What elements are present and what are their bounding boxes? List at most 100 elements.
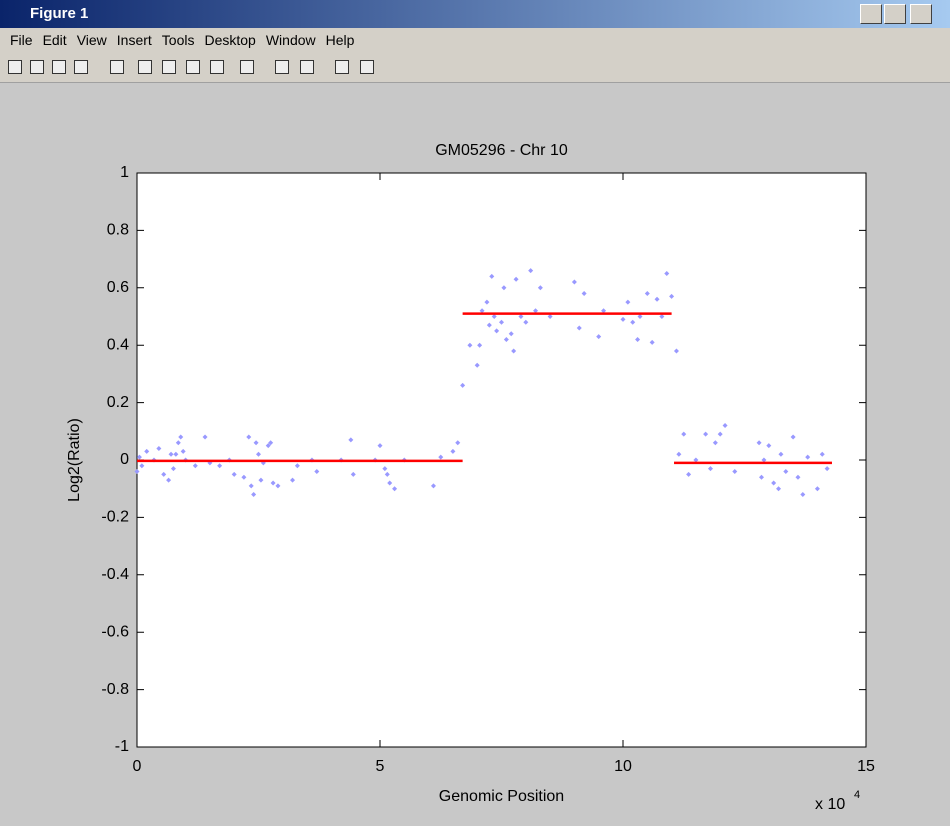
data-point bbox=[693, 457, 699, 463]
y-axis-label: Log2(Ratio) bbox=[66, 418, 83, 502]
data-point bbox=[258, 477, 264, 483]
menu-item[interactable]: File bbox=[10, 32, 33, 48]
data-point bbox=[450, 448, 456, 454]
tool-button[interactable] bbox=[110, 60, 124, 74]
data-point bbox=[168, 451, 174, 457]
data-point bbox=[180, 448, 186, 454]
menu-item[interactable]: Window bbox=[265, 32, 316, 48]
menu-item[interactable]: View bbox=[76, 32, 107, 48]
data-point bbox=[350, 471, 356, 477]
data-point bbox=[712, 440, 718, 446]
data-point bbox=[649, 339, 655, 345]
data-point bbox=[217, 463, 223, 469]
data-point bbox=[673, 348, 679, 354]
menu-item[interactable]: Tools bbox=[161, 32, 195, 48]
data-point bbox=[438, 454, 444, 460]
y-tick-label: -1 bbox=[115, 738, 129, 755]
data-point bbox=[703, 431, 709, 437]
data-point bbox=[761, 457, 767, 463]
x-multiplier: x 10 bbox=[815, 796, 845, 813]
menu-item[interactable]: Insert bbox=[116, 32, 152, 48]
tool-button[interactable] bbox=[360, 60, 374, 74]
data-point bbox=[814, 486, 820, 492]
close-button[interactable] bbox=[910, 4, 932, 24]
x-multiplier-exponent: 4 bbox=[854, 789, 860, 801]
data-point bbox=[387, 480, 393, 486]
maximize-button[interactable] bbox=[884, 4, 906, 24]
y-tick-label: 0 bbox=[120, 451, 129, 468]
data-point bbox=[175, 440, 181, 446]
minimize-button[interactable] bbox=[860, 4, 882, 24]
data-point bbox=[625, 299, 631, 305]
tool-button[interactable] bbox=[275, 60, 289, 74]
tool-button[interactable] bbox=[52, 60, 66, 74]
data-point bbox=[134, 468, 140, 474]
data-point bbox=[776, 486, 782, 492]
x-tick-label: 10 bbox=[614, 758, 632, 775]
data-point bbox=[268, 440, 274, 446]
data-point bbox=[202, 434, 208, 440]
data-point bbox=[766, 443, 772, 449]
data-point bbox=[620, 316, 626, 322]
data-point bbox=[664, 270, 670, 276]
data-point bbox=[170, 466, 176, 472]
data-point bbox=[635, 336, 641, 342]
data-point bbox=[508, 331, 514, 337]
data-point bbox=[377, 443, 383, 449]
data-point bbox=[494, 328, 500, 334]
data-point bbox=[518, 314, 524, 319]
x-axis-label: Genomic Position bbox=[439, 788, 564, 805]
data-point bbox=[630, 319, 636, 325]
tool-button[interactable] bbox=[162, 60, 176, 74]
menu-bar: File Edit View Insert Tools Desktop Window Help bbox=[0, 28, 950, 52]
x-tick-label: 0 bbox=[133, 758, 142, 775]
y-tick-label: -0.6 bbox=[101, 623, 129, 640]
data-point bbox=[430, 483, 436, 489]
data-point bbox=[513, 276, 519, 282]
tool-button[interactable] bbox=[30, 60, 44, 74]
data-point bbox=[484, 299, 490, 305]
data-point bbox=[270, 480, 276, 486]
menu-item[interactable]: Edit bbox=[42, 32, 67, 48]
data-point bbox=[601, 308, 607, 314]
toolbar bbox=[0, 52, 950, 83]
data-point bbox=[783, 468, 789, 474]
y-tick-label: -0.2 bbox=[101, 509, 129, 526]
figure: GM05296 - Chr 10 Genomic Position Log2(Rat… bbox=[66, 142, 875, 813]
data-point bbox=[596, 334, 602, 340]
data-point bbox=[248, 483, 254, 489]
data-point bbox=[722, 423, 728, 429]
data-point bbox=[778, 451, 784, 457]
tool-button[interactable] bbox=[300, 60, 314, 74]
y-tick-label: -0.4 bbox=[101, 566, 129, 583]
data-point bbox=[756, 440, 762, 446]
data-point bbox=[537, 285, 543, 291]
menu-item[interactable]: Help bbox=[325, 32, 355, 48]
tool-button[interactable] bbox=[74, 60, 88, 74]
tool-button[interactable] bbox=[210, 60, 224, 74]
data-point bbox=[759, 474, 765, 480]
data-point bbox=[467, 342, 473, 348]
data-point bbox=[192, 463, 198, 469]
data-point bbox=[136, 454, 142, 460]
data-point bbox=[499, 319, 504, 325]
data-point bbox=[523, 319, 529, 325]
tool-button[interactable] bbox=[8, 60, 22, 74]
tool-button[interactable] bbox=[138, 60, 152, 74]
data-point bbox=[491, 314, 497, 319]
data-point bbox=[173, 451, 179, 457]
data-point bbox=[732, 468, 738, 474]
tool-button[interactable] bbox=[240, 60, 254, 74]
data-point bbox=[824, 466, 830, 472]
data-point bbox=[144, 448, 150, 454]
data-point bbox=[489, 273, 495, 279]
tool-button[interactable] bbox=[335, 60, 349, 74]
data-point bbox=[790, 434, 796, 440]
data-point bbox=[348, 437, 354, 443]
menu-item[interactable]: Desktop bbox=[204, 32, 256, 48]
data-point bbox=[231, 471, 237, 477]
data-point bbox=[294, 463, 300, 469]
tool-button[interactable] bbox=[186, 60, 200, 74]
x-tick-label: 15 bbox=[857, 758, 875, 775]
